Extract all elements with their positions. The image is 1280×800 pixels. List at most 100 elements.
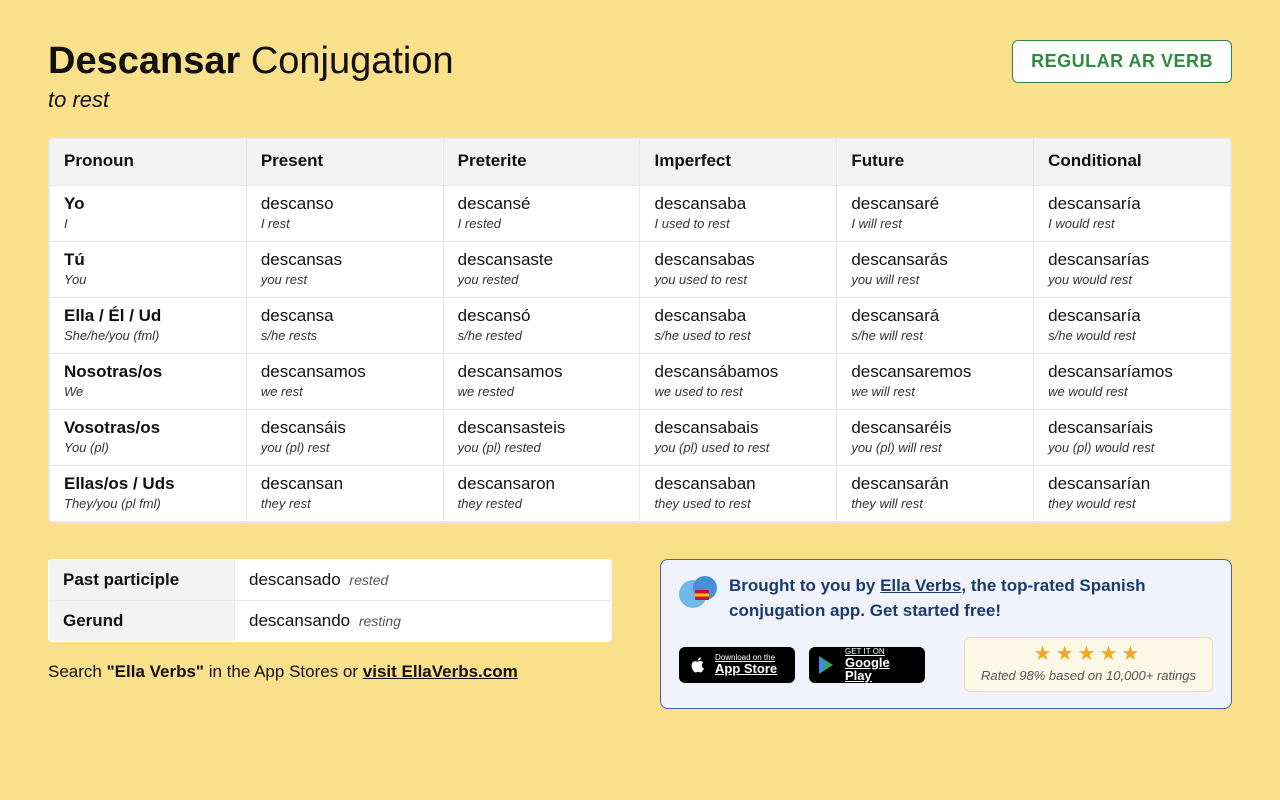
cell-main: descansarían	[1048, 474, 1216, 494]
pp-sub: rested	[349, 572, 388, 588]
gerund-label: Gerund	[49, 601, 235, 642]
search-prefix: Search	[48, 662, 107, 681]
cell-sub: you (pl) used to rest	[654, 440, 822, 455]
cell-sub: we rest	[261, 384, 429, 399]
conjugation-cell: descansoI rest	[246, 186, 443, 242]
column-header: Imperfect	[640, 139, 837, 186]
conjugation-cell: descansaréI will rest	[837, 186, 1034, 242]
cell-main: descansaría	[1048, 194, 1216, 214]
table-row: YoIdescansoI restdescanséI resteddescans…	[50, 186, 1231, 242]
cell-main: descansabais	[654, 418, 822, 438]
cell-sub: they would rest	[1048, 496, 1216, 511]
cell-sub: s/he used to rest	[654, 328, 822, 343]
rating-stars-icon: ★★★★★	[981, 644, 1196, 664]
google-play-button[interactable]: GET IT ON Google Play	[809, 647, 925, 683]
cell-main: Ella / Él / Ud	[64, 306, 232, 326]
conjugation-cell: descansaremoswe will rest	[837, 354, 1034, 410]
conjugation-cell: descansasyou rest	[246, 242, 443, 298]
past-participle-value: descansado rested	[235, 560, 612, 601]
cell-sub: s/he would rest	[1048, 328, 1216, 343]
cell-sub: you rested	[458, 272, 626, 287]
cell-sub: you (pl) would rest	[1048, 440, 1216, 455]
cell-main: descansé	[458, 194, 626, 214]
cell-main: descansarás	[851, 250, 1019, 270]
gplay-l2: Google Play	[845, 656, 915, 682]
cell-main: descansas	[261, 250, 429, 270]
cell-sub: you (pl) rested	[458, 440, 626, 455]
cell-sub: You	[64, 272, 232, 287]
cell-main: descansaréis	[851, 418, 1019, 438]
cell-sub: we would rest	[1048, 384, 1216, 399]
cell-sub: you (pl) rest	[261, 440, 429, 455]
conjugation-cell: descansaríamoswe would rest	[1034, 354, 1231, 410]
cell-main: descansáis	[261, 418, 429, 438]
conjugation-cell: descansaríaI would rest	[1034, 186, 1231, 242]
cell-main: descansan	[261, 474, 429, 494]
conjugation-cell: descansarás/he will rest	[837, 298, 1034, 354]
cell-sub: She/he/you (fml)	[64, 328, 232, 343]
google-play-icon	[819, 656, 837, 674]
visit-ellaverbs-link[interactable]: visit EllaVerbs.com	[363, 662, 518, 681]
cell-main: descansamos	[261, 362, 429, 382]
cell-sub: I	[64, 216, 232, 231]
conjugation-cell: descansarás you will rest	[837, 242, 1034, 298]
search-mid: in the App Stores or	[204, 662, 363, 681]
ger-value: descansando	[249, 611, 350, 630]
cell-main: descansasteis	[458, 418, 626, 438]
conjugation-cell: descansaréis you (pl) will rest	[837, 410, 1034, 466]
cell-main: Yo	[64, 194, 232, 214]
conjugation-cell: descansabanthey used to rest	[640, 466, 837, 522]
table-row: Past participle descansado rested	[49, 560, 612, 601]
cell-main: Tú	[64, 250, 232, 270]
cell-main: Ellas/os / Uds	[64, 474, 232, 494]
cell-sub: I rest	[261, 216, 429, 231]
conjugation-table: PronounPresentPreteriteImperfectFutureCo…	[49, 138, 1231, 522]
conjugation-cell: descansabas you used to rest	[640, 242, 837, 298]
pronoun-cell: Yo I	[50, 186, 247, 242]
cell-main: Vosotras/os	[64, 418, 232, 438]
past-participle-label: Past participle	[49, 560, 235, 601]
cell-sub: we used to rest	[654, 384, 822, 399]
promo-text: Brought to you by Ella Verbs, the top-ra…	[729, 574, 1213, 623]
ella-verbs-link[interactable]: Ella Verbs	[880, 576, 961, 595]
cell-main: descansarías	[1048, 250, 1216, 270]
column-header: Preterite	[443, 139, 640, 186]
conjugation-cell: descanséI rested	[443, 186, 640, 242]
cell-sub: I used to rest	[654, 216, 822, 231]
pronoun-cell: Ellas/os / UdsThey/you (pl fml)	[50, 466, 247, 522]
title-verb: Descansar	[48, 40, 240, 82]
gerund-value: descansando resting	[235, 601, 612, 642]
table-row: Tú You descansasyou rest descansaste you res…	[50, 242, 1231, 298]
conjugation-cell: descansamos we rest	[246, 354, 443, 410]
cell-sub: you (pl) will rest	[851, 440, 1019, 455]
cell-main: descansa	[261, 306, 429, 326]
cell-sub: We	[64, 384, 232, 399]
app-store-button[interactable]: Download on the App Store	[679, 647, 795, 683]
cell-main: descansaría	[1048, 306, 1216, 326]
cell-sub: s/he rests	[261, 328, 429, 343]
conjugation-cell: descansasteis you (pl) rested	[443, 410, 640, 466]
cell-sub: s/he rested	[458, 328, 626, 343]
cell-main: descansaba	[654, 194, 822, 214]
cell-main: descansabas	[654, 250, 822, 270]
pronoun-cell: Nosotras/osWe	[50, 354, 247, 410]
cell-main: descansaremos	[851, 362, 1019, 382]
conjugation-cell: descansáis you (pl) rest	[246, 410, 443, 466]
cell-sub: you will rest	[851, 272, 1019, 287]
cell-sub: they rested	[458, 496, 626, 511]
cell-sub: you used to rest	[654, 272, 822, 287]
conjugation-cell: descansaríaisyou (pl) would rest	[1034, 410, 1231, 466]
table-row: Ellas/os / UdsThey/you (pl fml)descansan…	[50, 466, 1231, 522]
rating-text: Rated 98% based on 10,000+ ratings	[981, 668, 1196, 683]
promo-pre: Brought to you by	[729, 576, 880, 595]
table-row: Vosotras/osYou (pl)descansáisyou (pl) re…	[50, 410, 1231, 466]
conjugation-cell: descansarían they would rest	[1034, 466, 1231, 522]
cell-main: descansaba	[654, 306, 822, 326]
table-row: Nosotras/osWe descansamos we restdescansam…	[50, 354, 1231, 410]
cell-main: descansaste	[458, 250, 626, 270]
cell-main: descansaban	[654, 474, 822, 494]
conjugation-table-wrap: PronounPresentPreteriteImperfectFutureCo…	[48, 137, 1232, 523]
conjugation-cell: descansós/he rested	[443, 298, 640, 354]
column-header: Future	[837, 139, 1034, 186]
conjugation-cell: descansanthey rest	[246, 466, 443, 522]
